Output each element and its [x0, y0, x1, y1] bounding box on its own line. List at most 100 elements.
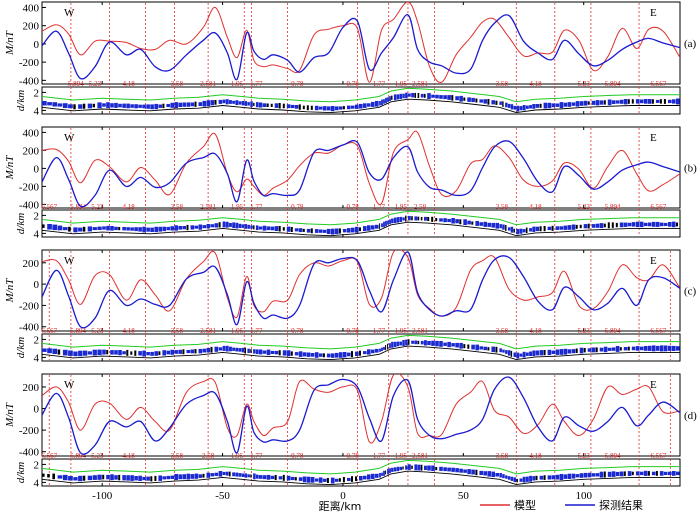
depth-block	[479, 222, 483, 226]
depth-block	[405, 339, 408, 346]
depth-block	[587, 472, 592, 478]
y-tick-label: 0	[34, 279, 40, 291]
depth-block	[571, 224, 576, 230]
depth-block	[399, 93, 402, 100]
depth-block	[178, 226, 182, 230]
depth-value-label: 0.78	[346, 203, 359, 211]
depth-block	[206, 100, 211, 107]
depth-block	[326, 228, 331, 234]
depth-value-label: 5.894	[70, 327, 86, 335]
depth-block	[619, 471, 624, 477]
depth-block	[491, 346, 495, 353]
depth-value-label: 2.581	[412, 80, 428, 88]
depth-block	[342, 106, 345, 110]
depth-block	[130, 475, 134, 481]
depth-block	[52, 348, 58, 354]
depth-block	[510, 226, 514, 233]
depth-block	[118, 350, 122, 356]
depth-block	[278, 226, 281, 232]
depth-block	[663, 222, 668, 226]
depth-block	[62, 474, 68, 481]
depth-block	[57, 103, 63, 107]
depth-block	[158, 226, 162, 232]
depth-block	[587, 348, 592, 352]
depth-block	[318, 353, 323, 357]
depth-block	[399, 341, 402, 346]
y-axis-label: M/nT	[4, 155, 16, 181]
depth-block	[182, 349, 185, 355]
depth-block	[507, 350, 511, 356]
depth-block	[547, 475, 552, 480]
depth-block	[505, 225, 507, 231]
depth-block	[391, 341, 394, 348]
depth-block	[555, 226, 560, 230]
depth-block	[635, 221, 640, 228]
depth-block	[298, 104, 301, 110]
depth-block	[567, 473, 572, 479]
depth-block	[225, 221, 229, 228]
depth-block	[351, 351, 353, 358]
depth-block	[235, 472, 239, 477]
depth-block	[631, 99, 634, 104]
basement-bottom-line	[41, 221, 680, 237]
depth-value-label: 2.581	[412, 452, 428, 460]
depth-block	[170, 102, 174, 108]
depth-block	[334, 352, 339, 358]
depth-block	[393, 341, 397, 347]
depth-block	[631, 222, 636, 227]
depth-block	[396, 217, 400, 223]
depth-block	[247, 102, 250, 106]
depth-block	[73, 227, 78, 233]
magnetic-frame	[41, 373, 681, 457]
depth-block	[615, 346, 620, 352]
depth-block	[405, 465, 408, 470]
depth-block	[615, 471, 620, 476]
depth-block	[417, 216, 420, 221]
depth-block	[647, 345, 652, 351]
depth-block	[507, 103, 511, 108]
depth-block	[244, 473, 248, 478]
depth-block	[106, 474, 110, 480]
depth-value-label: 0.78	[291, 203, 304, 211]
depth-block	[255, 102, 259, 108]
depth-value-label: 1.77	[250, 80, 263, 88]
depth-block	[262, 225, 267, 231]
depth-block	[443, 95, 447, 100]
depth-block	[87, 103, 92, 109]
depth-block	[668, 471, 672, 476]
depth-block	[158, 351, 161, 356]
depth-block	[635, 471, 640, 476]
depth-block	[451, 95, 454, 101]
depth-block	[302, 476, 307, 483]
depth-block	[367, 474, 371, 480]
depth-block	[439, 218, 443, 222]
model-curve	[42, 130, 680, 206]
depth-block	[427, 465, 431, 471]
depth-block	[174, 102, 178, 108]
depth-block	[414, 340, 418, 345]
depth-axis-label: d/km	[15, 90, 27, 111]
depth-block	[134, 476, 138, 481]
depth-block	[551, 475, 556, 480]
depth-block	[547, 349, 552, 356]
depth-block	[57, 225, 63, 231]
depth-block	[631, 471, 634, 476]
depth-value-label: 2.581	[412, 327, 428, 335]
y-tick-label: 400	[23, 2, 40, 14]
depth-block	[73, 477, 78, 481]
depth-block	[244, 224, 248, 229]
depth-block	[559, 349, 564, 355]
depth-block	[371, 349, 375, 354]
side-label-west: W	[64, 379, 75, 391]
depth-block	[62, 227, 68, 231]
depth-block	[302, 105, 305, 110]
depth-block	[443, 467, 447, 472]
depth-block	[475, 344, 479, 351]
depth-block	[655, 471, 658, 476]
depth-block	[210, 100, 215, 106]
depth-block	[371, 101, 375, 107]
depth-block	[672, 345, 676, 351]
side-label-east: E	[650, 255, 657, 267]
model-curve	[42, 250, 680, 319]
depth-block	[274, 350, 279, 355]
